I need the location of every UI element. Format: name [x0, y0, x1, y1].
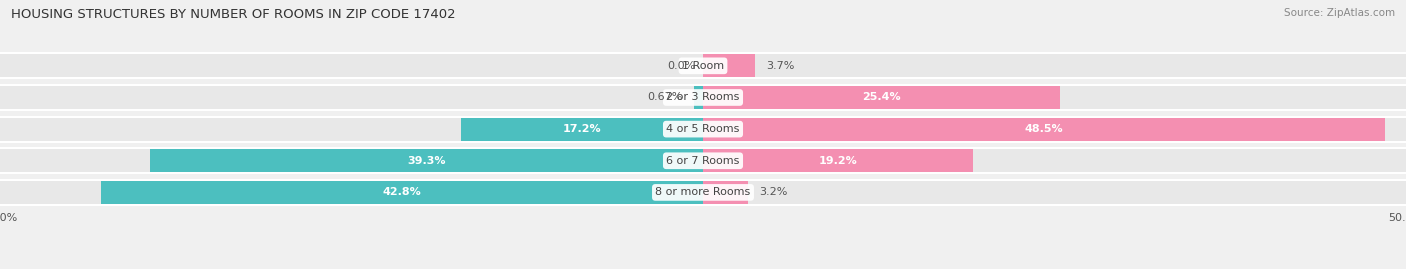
Bar [0, 179, 1406, 206]
Bar [0, 181, 1406, 204]
Bar [0, 52, 1406, 79]
Text: 17.2%: 17.2% [562, 124, 602, 134]
Text: 4 or 5 Rooms: 4 or 5 Rooms [666, 124, 740, 134]
Text: 25.4%: 25.4% [862, 93, 901, 102]
Bar [461, 118, 703, 140]
Bar [0, 86, 1406, 109]
Bar [101, 181, 703, 204]
Bar [703, 181, 748, 204]
Bar [0, 149, 1406, 172]
Bar [703, 86, 1060, 109]
Bar [703, 118, 1385, 140]
Text: 39.3%: 39.3% [408, 156, 446, 166]
Text: 3.7%: 3.7% [766, 61, 794, 71]
Text: 42.8%: 42.8% [382, 187, 422, 197]
Bar [0, 147, 1406, 174]
Text: 19.2%: 19.2% [818, 156, 858, 166]
Bar [0, 116, 1406, 143]
Bar [0, 118, 1406, 140]
Text: 0.67%: 0.67% [647, 93, 682, 102]
Bar [703, 149, 973, 172]
Text: 3.2%: 3.2% [759, 187, 787, 197]
Text: 0.0%: 0.0% [668, 61, 696, 71]
Text: 48.5%: 48.5% [1025, 124, 1063, 134]
Text: 2 or 3 Rooms: 2 or 3 Rooms [666, 93, 740, 102]
Text: HOUSING STRUCTURES BY NUMBER OF ROOMS IN ZIP CODE 17402: HOUSING STRUCTURES BY NUMBER OF ROOMS IN… [11, 8, 456, 21]
Bar [693, 86, 703, 109]
Text: 8 or more Rooms: 8 or more Rooms [655, 187, 751, 197]
Bar [0, 54, 1406, 77]
Text: Source: ZipAtlas.com: Source: ZipAtlas.com [1284, 8, 1395, 18]
Bar [0, 84, 1406, 111]
Text: 6 or 7 Rooms: 6 or 7 Rooms [666, 156, 740, 166]
Text: 1 Room: 1 Room [682, 61, 724, 71]
Bar [703, 54, 755, 77]
Bar [150, 149, 703, 172]
